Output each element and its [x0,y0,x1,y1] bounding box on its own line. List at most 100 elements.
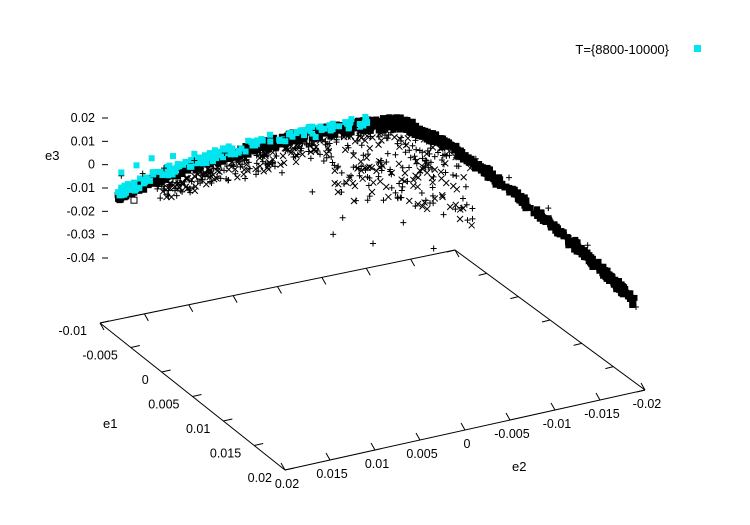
data-point [376,178,384,185]
data-point [436,135,443,142]
data-point [411,153,418,160]
data-point [214,167,221,175]
x-tick-mirror [478,272,487,276]
data-point [396,180,403,187]
y-tick-label: 0.02 [275,477,299,491]
data-point [423,205,431,213]
data-point [370,240,376,247]
data-point [336,123,343,130]
data-point [506,184,513,191]
data-point [398,194,405,201]
data-point [458,204,465,211]
data-point [469,205,476,212]
data-point [201,172,208,179]
data-point [382,183,390,191]
data-point [402,149,409,156]
data-point [578,245,585,252]
data-point [558,228,565,235]
y-tick-label: -0.005 [494,427,529,441]
data-point [200,155,207,162]
data-point [585,254,592,261]
data-point [118,169,125,176]
data-point [293,152,300,160]
data-point [303,140,310,147]
y-tick [505,412,511,421]
data-point [389,123,396,130]
z-axis-title: e3 [45,148,59,163]
data-point [405,197,413,205]
data-point [409,125,416,132]
data-point [399,164,406,171]
data-point [413,157,420,165]
data-point [410,176,417,184]
data-point [198,176,205,183]
data-point [441,137,448,144]
x-tick [192,394,202,397]
data-point [347,119,354,126]
data-point [398,187,405,194]
data-point [452,206,459,213]
data-point [228,158,236,166]
data-point [426,137,433,144]
data-point [341,180,348,187]
data-point [429,192,436,199]
data-point [413,122,420,129]
data-point [427,134,434,141]
data-point [168,193,175,201]
data-point [457,147,464,154]
data-point [430,245,437,252]
data-point [281,141,288,148]
data-point [172,165,179,172]
data-point [235,148,242,155]
data-point [430,173,437,180]
data-point [131,187,138,194]
data-point [438,191,446,199]
data-point [383,135,390,142]
data-point [406,164,413,171]
legend-swatch [694,45,701,52]
data-point [565,242,572,249]
data-point [383,119,390,126]
data-point [261,144,268,151]
x-tick [223,418,233,422]
data-point [440,161,447,168]
data-point [419,202,426,210]
data-point [426,150,433,157]
data-point [295,133,302,140]
data-point [330,231,337,238]
x-tick-label: -0.01 [59,324,88,338]
data-point [193,166,200,173]
data-point [489,170,496,177]
data-point [124,181,131,188]
data-point [187,189,194,196]
data-point [300,136,307,143]
z-tick-label: 0 [88,158,95,172]
data-point [312,143,320,151]
data-point [159,172,166,179]
data-point [191,187,199,195]
data-point [258,136,265,143]
data-point [618,290,625,297]
y-tick-mirror [454,249,460,258]
data-point [331,167,339,175]
data-point [463,158,470,165]
z-axis: 0.02 0.01 0 -0.01 -0.02 -0.03 -0.04 [67,111,108,265]
data-point [185,167,192,174]
data-point [497,176,504,183]
data-point [237,163,244,170]
data-point [397,125,404,132]
data-point [423,169,431,177]
data-point [633,304,639,310]
data-point [115,195,122,202]
data-point [366,144,374,152]
data-point [547,221,554,228]
data-point [281,145,289,152]
data-point [514,195,521,202]
data-point [460,173,468,181]
data-point [412,172,419,180]
legend: T={8800-10000} [575,42,701,57]
data-point [309,123,316,130]
data-point [323,150,330,157]
data-point [317,151,323,158]
